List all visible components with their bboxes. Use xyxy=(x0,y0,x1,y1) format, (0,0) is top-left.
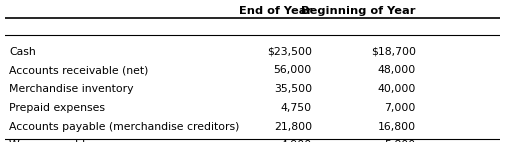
Text: 7,000: 7,000 xyxy=(384,103,416,113)
Text: 16,800: 16,800 xyxy=(378,122,416,132)
Text: Beginning of Year: Beginning of Year xyxy=(301,6,416,16)
Text: End of Year: End of Year xyxy=(239,6,312,16)
Text: Cash: Cash xyxy=(9,47,36,57)
Text: 40,000: 40,000 xyxy=(377,84,416,94)
Text: Merchandise inventory: Merchandise inventory xyxy=(9,84,133,94)
Text: Prepaid expenses: Prepaid expenses xyxy=(9,103,105,113)
Text: 48,000: 48,000 xyxy=(378,65,416,75)
Text: $23,500: $23,500 xyxy=(267,47,312,57)
Text: 4,750: 4,750 xyxy=(281,103,312,113)
Text: Accounts payable (merchandise creditors): Accounts payable (merchandise creditors) xyxy=(9,122,239,132)
Text: 56,000: 56,000 xyxy=(274,65,312,75)
Text: 21,800: 21,800 xyxy=(274,122,312,132)
Text: 4,900: 4,900 xyxy=(281,140,312,142)
Text: Accounts receivable (net): Accounts receivable (net) xyxy=(9,65,148,75)
Text: Wages payable: Wages payable xyxy=(9,140,92,142)
Text: 5,800: 5,800 xyxy=(385,140,416,142)
Text: $18,700: $18,700 xyxy=(371,47,416,57)
Text: 35,500: 35,500 xyxy=(274,84,312,94)
